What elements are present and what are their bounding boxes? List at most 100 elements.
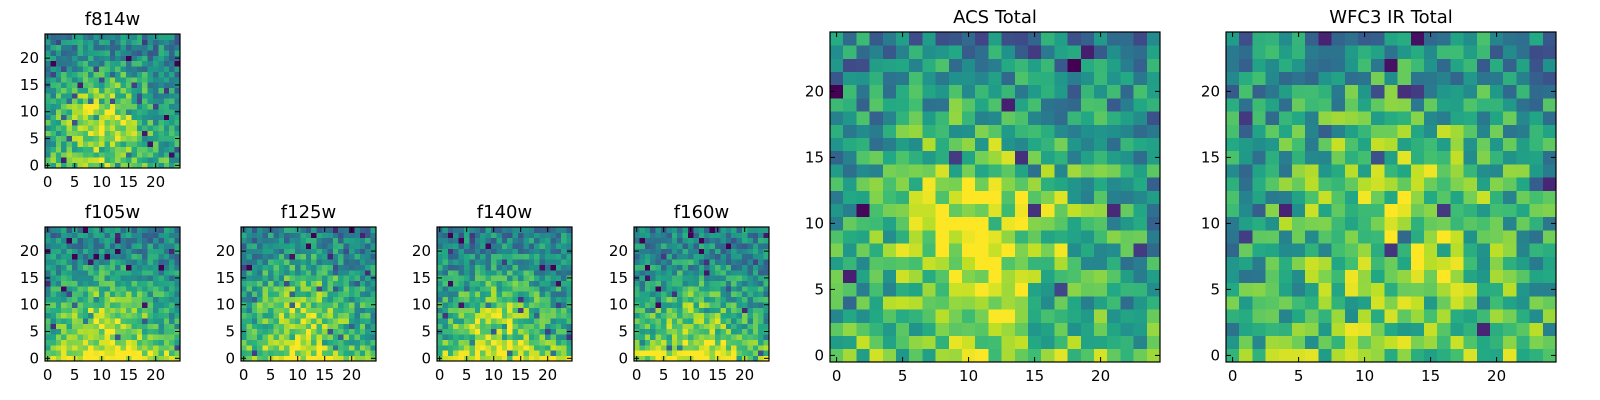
heatmap-cell [1542, 243, 1557, 257]
heatmap-cell [528, 344, 535, 351]
heatmap-cell [975, 190, 989, 204]
heatmap-cell [1490, 124, 1504, 138]
heatmap-cell [550, 264, 557, 271]
heatmap-cell [1146, 150, 1161, 165]
heatmap-cell [882, 230, 897, 244]
heatmap-cell [1001, 309, 1016, 323]
heatmap-cell [666, 269, 673, 276]
heatmap-cell [650, 323, 656, 330]
heatmap-cell [763, 323, 770, 330]
heatmap-cell [322, 318, 328, 324]
heatmap-cell [758, 302, 764, 308]
heatmap-cell [55, 151, 62, 158]
heatmap-cell [523, 323, 530, 330]
heatmap-cell [491, 350, 497, 357]
heatmap-cell [273, 302, 280, 308]
heatmap-cell [142, 307, 148, 314]
heatmap-cell [447, 227, 454, 233]
heatmap-cell [61, 141, 67, 147]
heatmap-cell [671, 269, 678, 276]
heatmap-cell [453, 328, 459, 335]
heatmap-cell [715, 302, 721, 308]
heatmap-cell [650, 253, 656, 260]
heatmap-cell [725, 232, 732, 239]
heatmap-cell [661, 334, 667, 340]
heatmap-cell [241, 253, 247, 260]
heatmap-cell [72, 318, 78, 324]
heatmap-cell [174, 119, 181, 126]
heatmap-cell [365, 285, 371, 292]
heatmap-cell [1437, 98, 1451, 112]
heatmap-cell [311, 323, 317, 330]
heatmap-cell [77, 253, 84, 260]
heatmap-cell [1278, 296, 1293, 310]
heatmap-cell [1371, 335, 1385, 350]
y-tick-label: 20 [20, 242, 39, 260]
heatmap-cell [1476, 32, 1491, 46]
heatmap-cell [639, 307, 646, 314]
heatmap-cell [163, 307, 170, 314]
heatmap-cell [1305, 45, 1319, 59]
heatmap-cell [1318, 282, 1332, 297]
heatmap-cell [1080, 111, 1095, 125]
heatmap-cell [634, 307, 640, 314]
heatmap-cell [1516, 177, 1530, 191]
heatmap-cell [1094, 269, 1108, 284]
heatmap-cell [534, 285, 540, 292]
heatmap-cell [289, 269, 296, 276]
heatmap-cell [1450, 322, 1464, 336]
heatmap-cell [109, 312, 116, 319]
heatmap-cell [131, 269, 138, 276]
heatmap-cell [354, 259, 361, 265]
heatmap-cell [1371, 177, 1385, 191]
heatmap-cell [661, 280, 667, 287]
heatmap-cell [153, 146, 159, 153]
heatmap-cell [1041, 84, 1055, 99]
heatmap-cell [72, 334, 78, 340]
heatmap-cell [747, 269, 754, 276]
heatmap-cell [45, 76, 51, 83]
heatmap-cell [241, 350, 247, 357]
axes-frame [1225, 31, 1557, 363]
heatmap-cell [1450, 111, 1464, 125]
heatmap-cell [126, 323, 132, 330]
heatmap-cell [93, 119, 100, 126]
heatmap-cell [174, 296, 181, 303]
heatmap-cell [1014, 230, 1029, 244]
heatmap-cell [88, 243, 94, 249]
heatmap-cell [856, 243, 870, 257]
heatmap-cell [153, 307, 159, 314]
heatmap-cell [534, 323, 540, 330]
heatmap-cell [1146, 58, 1161, 72]
heatmap-cell [752, 291, 759, 298]
heatmap-cell [246, 350, 253, 357]
heatmap-cell [752, 334, 759, 340]
heatmap-cell [72, 66, 78, 72]
heatmap-cell [241, 296, 247, 303]
heatmap-cell [843, 71, 857, 86]
heatmap-cell [512, 227, 519, 233]
heatmap-cell [962, 309, 976, 323]
heatmap-cell [1397, 58, 1412, 72]
x-tick-label: 15 [708, 366, 727, 384]
heatmap-cell [896, 164, 910, 178]
heatmap-cell [77, 135, 84, 142]
heatmap-cell [93, 275, 100, 281]
heatmap-cell [485, 296, 492, 303]
heatmap-cell [545, 307, 551, 314]
heatmap-cell [485, 243, 492, 249]
heatmap-cell [169, 114, 175, 121]
heatmap-cell [268, 312, 274, 319]
heatmap-cell [72, 312, 78, 319]
heatmap-cell [72, 350, 78, 357]
heatmap-cell [1542, 203, 1557, 218]
heatmap-cell [55, 323, 62, 330]
heatmap-cell [126, 151, 132, 158]
heatmap-cell [948, 230, 963, 244]
heatmap-cell [169, 146, 175, 153]
heatmap-cell [1001, 45, 1016, 59]
heatmap-cell [1490, 58, 1504, 72]
heatmap-cell [671, 312, 678, 319]
heatmap-cell [332, 264, 339, 271]
heatmap-cell [1278, 164, 1293, 178]
